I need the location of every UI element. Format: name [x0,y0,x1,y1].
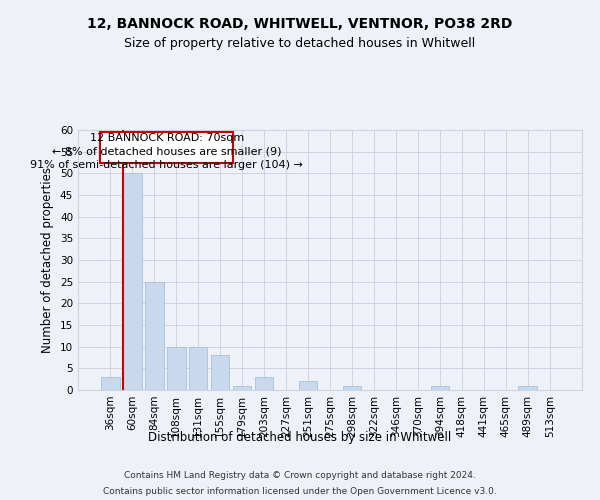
Text: Size of property relative to detached houses in Whitwell: Size of property relative to detached ho… [124,38,476,51]
Text: Contains HM Land Registry data © Crown copyright and database right 2024.: Contains HM Land Registry data © Crown c… [124,472,476,480]
Text: Contains public sector information licensed under the Open Government Licence v3: Contains public sector information licen… [103,486,497,496]
Text: 12, BANNOCK ROAD, WHITWELL, VENTNOR, PO38 2RD: 12, BANNOCK ROAD, WHITWELL, VENTNOR, PO3… [88,18,512,32]
Bar [255,377,274,390]
Text: 12 BANNOCK ROAD: 70sqm
← 8% of detached houses are smaller (9)
91% of semi-detac: 12 BANNOCK ROAD: 70sqm ← 8% of detached … [31,134,303,170]
Bar [518,386,537,390]
Bar [145,282,164,390]
Bar [189,346,208,390]
Bar [167,346,185,390]
Y-axis label: Number of detached properties: Number of detached properties [41,167,55,353]
Bar [101,377,119,390]
Bar [343,386,361,390]
Bar [233,386,251,390]
Bar [211,356,229,390]
Text: Distribution of detached houses by size in Whitwell: Distribution of detached houses by size … [148,431,452,444]
Bar [123,174,142,390]
FancyBboxPatch shape [100,132,233,162]
Bar [431,386,449,390]
Bar [299,382,317,390]
